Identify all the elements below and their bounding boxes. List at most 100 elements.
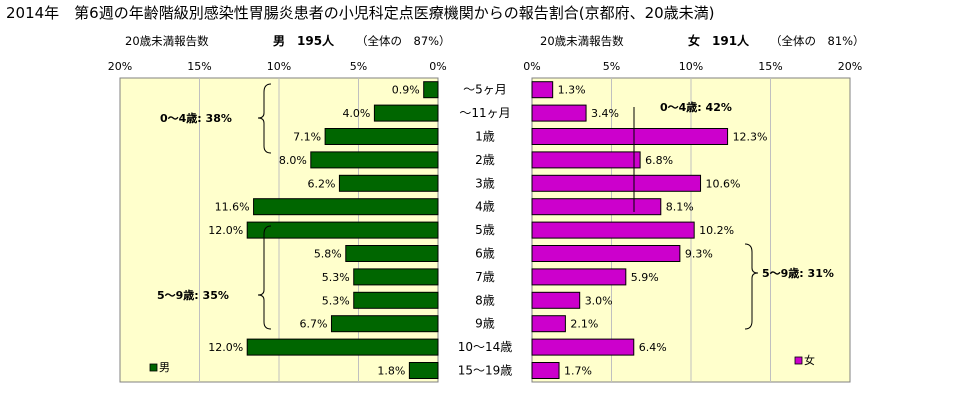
female-bar (531, 362, 560, 379)
female-value-label: 10.6% (706, 177, 741, 190)
female-value-label: 3.0% (585, 294, 613, 307)
female-value-label: 12.3% (733, 131, 768, 144)
male-value-label: 6.2% (307, 177, 335, 190)
male-value-label: 5.8% (314, 248, 342, 261)
category-labels: ～5ヶ月 ～11ヶ月 1歳 2歳 3歳 4歳 5歳 6歳 7歳 8歳 9歳 10～14歳 15～19歳 (458, 83, 513, 378)
category-label: 6歳 (475, 247, 495, 261)
female-bar (531, 198, 662, 216)
female-value-label: 9.3% (685, 248, 713, 261)
category-label: 15～19歳 (458, 364, 513, 378)
male-bracket-5-9 (257, 225, 272, 330)
axis-ticks: 20% 15% 10% 5% 0% 0% 5% 10% 15% 20% (108, 60, 862, 73)
female-value-label: 6.8% (645, 154, 673, 167)
male-value-labels: 0.9% 4.0% 7.1% 8.0%6.2% 11.6% 12.0% 5.8% 5.3% 5.… (208, 84, 419, 378)
female-note-5-9: 5～9歳: 31% (762, 266, 834, 280)
female-bar (531, 221, 695, 239)
female-value-label: 1.7% (564, 365, 592, 378)
female-bar (531, 291, 581, 309)
male-bar (324, 128, 439, 145)
male-bar (373, 104, 439, 122)
female-tick-label: 20% (838, 60, 862, 73)
male-value-label: 0.9% (392, 84, 420, 97)
female-bracket-5-9 (744, 243, 759, 330)
female-note-0-4: 0～4歳: 42% (660, 100, 732, 114)
male-note-0-4: 0～4歳: 38% (160, 111, 232, 125)
category-label: ～11ヶ月 (459, 106, 510, 120)
category-label: ～5ヶ月 (463, 83, 507, 97)
category-label: 9歳 (475, 317, 495, 331)
male-tick-label: 15% (187, 60, 211, 73)
male-value-label: 5.3% (322, 294, 350, 307)
female-legend-swatch (794, 356, 803, 365)
female-bar (531, 81, 554, 99)
male-bar (353, 268, 439, 286)
male-note-5-9: 5～9歳: 35% (157, 288, 229, 302)
category-label: 4歳 (475, 200, 495, 214)
male-value-label: 5.3% (322, 271, 350, 284)
male-value-label: 8.0% (279, 154, 307, 167)
male-value-label: 11.6% (215, 201, 250, 214)
male-value-label: 4.0% (342, 107, 370, 120)
female-bar (531, 128, 729, 145)
male-tick-label: 0% (429, 60, 446, 73)
female-value-label: 10.2% (699, 224, 734, 237)
male-tick-label: 5% (350, 60, 367, 73)
male-bar (246, 338, 439, 356)
female-value-label: 5.9% (631, 271, 659, 284)
male-header-main: 男 195人 (273, 33, 335, 48)
male-bars (246, 81, 439, 379)
female-bar (531, 315, 566, 333)
female-bar (531, 104, 587, 122)
female-header-left: 20歳未満報告数 (540, 34, 624, 48)
female-bar (531, 174, 702, 192)
female-tick-label: 5% (603, 60, 620, 73)
female-bars (531, 81, 729, 379)
female-bar (531, 151, 641, 169)
female-bar (531, 338, 635, 356)
male-tick-label: 10% (267, 60, 291, 73)
female-bar (531, 245, 681, 262)
male-bar (345, 245, 439, 262)
category-label: 3歳 (475, 176, 495, 190)
male-value-label: 12.0% (208, 341, 243, 354)
female-header-main: 女 191人 (688, 33, 750, 48)
male-bar (253, 198, 439, 216)
female-header-sub: （全体の 81%） (770, 34, 865, 48)
female-value-label: 1.3% (558, 84, 586, 97)
category-label: 1歳 (475, 130, 495, 144)
male-bar (246, 221, 439, 239)
female-bar (531, 268, 627, 286)
male-bar (423, 81, 439, 99)
male-value-label: 7.1% (293, 131, 321, 144)
female-value-label: 2.1% (570, 318, 598, 331)
male-bar (330, 315, 439, 333)
female-value-labels: 1.3% 3.4% 12.3% 6.8% 10.6% 8.1% 10.2% 9.3% 5.9% 3… (558, 84, 768, 378)
chart-title: 2014年 第6週の年齢階級別感染性胃腸炎患者の小児科定点医療機関からの報告割合… (6, 4, 715, 22)
category-label: 10～14歳 (458, 340, 513, 354)
male-legend-label: 男 (159, 361, 170, 374)
female-value-label: 8.1% (666, 201, 694, 214)
category-label: 7歳 (475, 270, 495, 284)
male-bar (338, 174, 439, 192)
female-tick-label: 0% (523, 60, 540, 73)
male-value-label: 12.0% (208, 224, 243, 237)
male-header-sub: （全体の 87%） (356, 34, 451, 48)
female-tick-label: 15% (758, 60, 782, 73)
male-bar (353, 291, 439, 309)
category-label: 2歳 (475, 153, 495, 167)
female-value-label: 6.4% (639, 341, 667, 354)
male-bracket-0-4 (257, 83, 272, 154)
male-bar (408, 362, 439, 379)
category-label: 5歳 (475, 223, 495, 237)
male-bar (310, 151, 439, 169)
male-header-left: 20歳未満報告数 (125, 34, 209, 48)
female-tick-label: 10% (679, 60, 703, 73)
female-value-label: 3.4% (591, 107, 619, 120)
male-value-label: 1.8% (377, 365, 405, 378)
male-value-label: 6.7% (300, 318, 328, 331)
male-legend-swatch (149, 363, 158, 372)
female-legend-label: 女 (804, 353, 815, 367)
category-label: 8歳 (475, 293, 495, 307)
male-tick-label: 20% (108, 60, 132, 73)
